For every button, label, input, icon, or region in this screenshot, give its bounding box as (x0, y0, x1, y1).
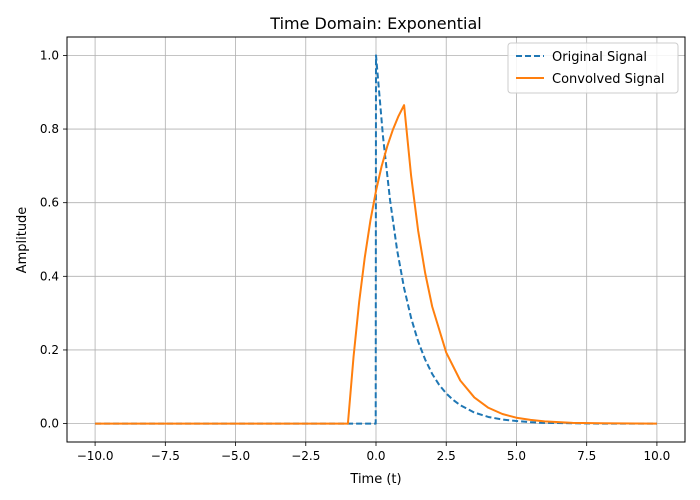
original-signal-line (95, 54, 657, 425)
x-tick-label: −7.5 (151, 449, 180, 463)
x-axis-label: Time (t) (349, 472, 401, 487)
y-axis-label: Amplitude (15, 207, 30, 274)
y-tick-label: 0.8 (40, 122, 59, 136)
y-tick-label: 0.6 (40, 196, 59, 210)
x-tick-label: −10.0 (77, 449, 114, 463)
x-tick-label: 0.0 (366, 449, 385, 463)
x-tick-label: −5.0 (221, 449, 250, 463)
axis-ticks: −10.0 −7.5 −5.0 −2.5 0.0 2.5 5.0 7.5 10.0 0.0 0.2 0… (40, 48, 670, 463)
legend-frame (507, 42, 679, 94)
y-tick-label: 0.2 (40, 343, 59, 357)
x-tick-label: 10.0 (644, 449, 671, 463)
y-tick-label: 0.4 (40, 269, 59, 283)
legend-label-convolved: Convolved Signal (552, 72, 665, 87)
chart-title: Time Domain: Exponential (269, 14, 481, 33)
convolved-signal-line (95, 104, 657, 425)
x-tick-label: 7.5 (577, 449, 596, 463)
legend-label-original: Original Signal (552, 50, 647, 65)
plot-series (95, 54, 657, 425)
x-tick-label: −2.5 (291, 449, 320, 463)
x-tick-label: 2.5 (437, 449, 456, 463)
y-tick-label: 0.0 (40, 417, 59, 431)
legend: Original Signal Convolved Signal (507, 42, 679, 94)
x-tick-label: 5.0 (507, 449, 526, 463)
y-tick-label: 1.0 (40, 48, 59, 62)
